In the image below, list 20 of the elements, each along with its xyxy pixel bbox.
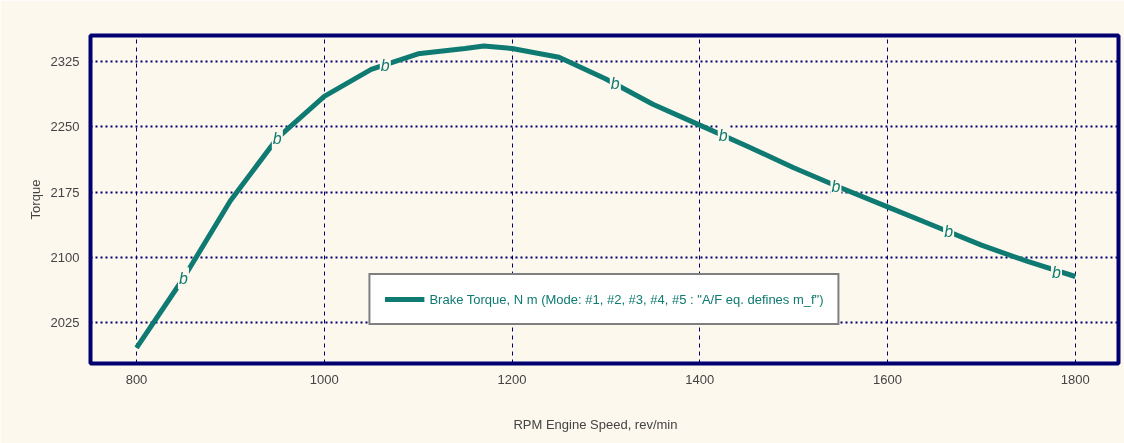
annotation: b: [1052, 263, 1062, 281]
x-tick-label: 800: [125, 371, 148, 387]
legend-label: Brake Torque, N m (Mode: #1, #2, #3, #4, #5 : "A/F eq. defines m_f"): [429, 291, 824, 307]
x-tick-label: 1600: [873, 371, 903, 387]
annotation: b: [610, 74, 620, 92]
x-tick-label: 1400: [685, 371, 715, 387]
annotation: b: [380, 56, 390, 74]
y-tick-label: 2100: [50, 249, 80, 265]
y-tick-label: 2325: [50, 54, 80, 70]
x-tick-label: 1200: [497, 371, 527, 387]
x-axis-title: RPM Engine Speed, rev/min: [513, 416, 678, 432]
y-tick-label: 2175: [50, 184, 80, 200]
x-tick-label: 1800: [1060, 371, 1090, 387]
annotation: b: [944, 222, 954, 240]
annotation: b: [831, 177, 841, 195]
y-tick-label: 2250: [50, 119, 80, 135]
annotation: b: [718, 127, 728, 145]
x-tick-label: 1000: [309, 371, 339, 387]
y-tick-label: 2025: [50, 315, 80, 331]
y-axis-title: Torque: [27, 179, 43, 220]
